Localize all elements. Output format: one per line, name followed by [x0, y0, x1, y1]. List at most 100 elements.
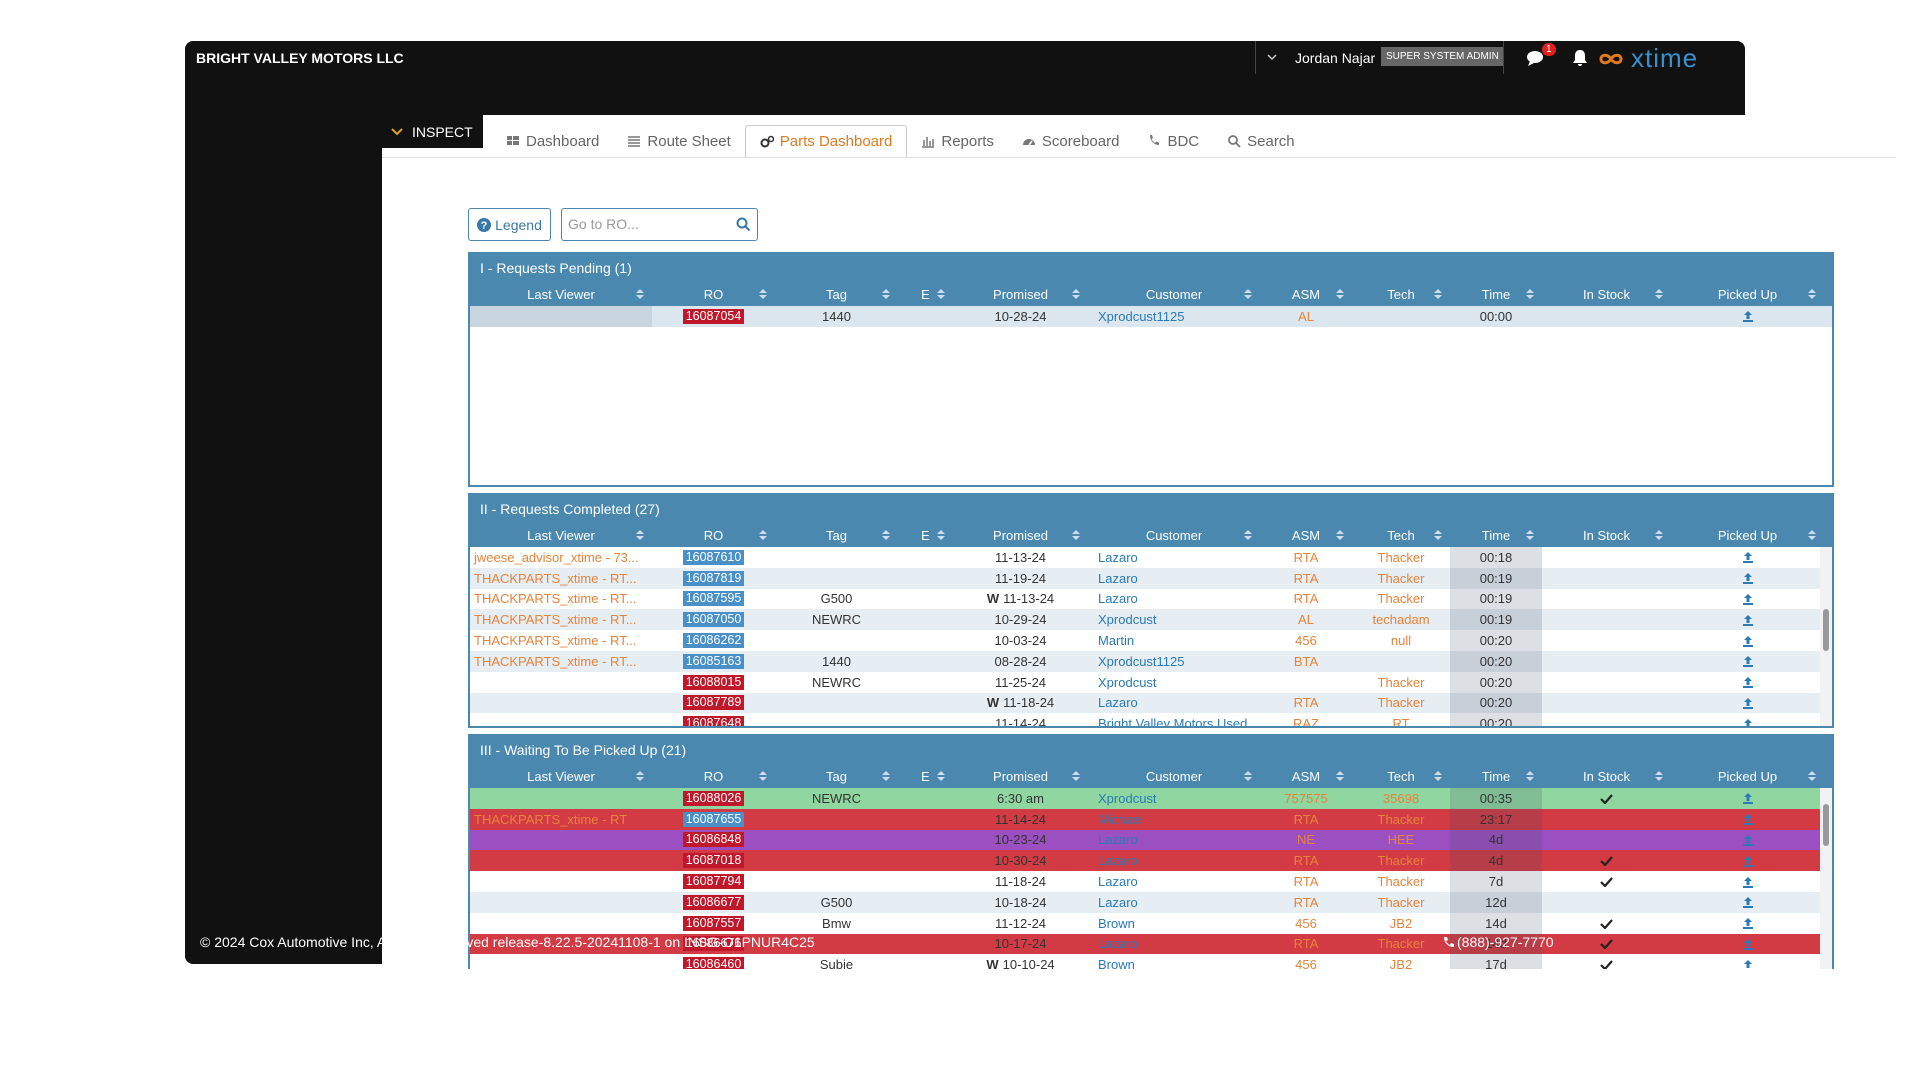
ro-badge[interactable]: 16087819 — [682, 570, 745, 586]
customer[interactable]: Bright Valley Motors Used — [1098, 716, 1248, 728]
column-header[interactable]: In Stock — [1542, 523, 1671, 547]
table-row[interactable]: 16087054 1440 10-28-24 Xprodcust1125 AL 00:00 — [470, 306, 1832, 327]
table-row[interactable]: 16088026 NEWRC 6:30 am Xprodcust 757575 35698… — [470, 788, 1832, 809]
customer[interactable]: Michael — [1098, 811, 1143, 827]
column-header[interactable]: Picked Up — [1671, 523, 1824, 547]
nav-tab[interactable]: Route Sheet — [613, 125, 744, 157]
ro-badge[interactable]: 16086848 — [682, 832, 745, 848]
table-row[interactable]: THACKPARTS_xtime - RT... 16087819 11-19-24… — [470, 567, 1832, 589]
pickup-icon[interactable] — [1742, 593, 1754, 605]
nav-tab[interactable]: Dashboard — [492, 125, 613, 157]
user-dropdown[interactable] — [1267, 53, 1277, 61]
inspect-menu[interactable]: INSPECT — [382, 115, 483, 148]
column-header[interactable]: E — [898, 523, 953, 547]
column-header[interactable]: ASM — [1260, 282, 1352, 306]
customer[interactable]: Lazaro — [1098, 853, 1138, 869]
search-icon[interactable] — [736, 217, 751, 232]
pickup-icon[interactable] — [1742, 697, 1754, 709]
ro-badge[interactable]: 16087054 — [682, 308, 745, 324]
nav-tab[interactable]: Scoreboard — [1008, 125, 1134, 157]
table-row[interactable]: 16087648 11-14-24 Bright Valley Motors Use… — [470, 713, 1832, 728]
pickup-icon[interactable] — [1742, 676, 1754, 689]
pickup-icon[interactable] — [1742, 792, 1754, 805]
pickup-icon[interactable] — [1742, 718, 1754, 728]
customer[interactable]: Xprodcust — [1098, 790, 1157, 806]
scrollbar[interactable] — [1820, 547, 1832, 726]
support-phone[interactable]: (888)-927-7770 — [1442, 934, 1554, 950]
pickup-icon[interactable] — [1742, 813, 1754, 826]
ro-badge[interactable]: 16086676 — [682, 936, 745, 952]
customer[interactable]: Lazaro — [1098, 591, 1138, 607]
table-row[interactable]: 16087018 10-30-24 Lazaro RTA Thacker 4d — [470, 850, 1832, 872]
column-header[interactable]: Last Viewer — [470, 282, 652, 306]
pickup-icon[interactable] — [1742, 855, 1754, 867]
customer[interactable]: Martin — [1098, 633, 1135, 649]
ro-badge[interactable]: 16088026 — [682, 790, 745, 806]
table-row[interactable]: 16086677 G500 10-18-24 Lazaro RTA Thacker 12d — [470, 891, 1832, 913]
table-row[interactable]: THACKPARTS_xtime - RT... 16087595 G500 W 11-… — [470, 588, 1832, 610]
column-header[interactable]: RO — [652, 523, 775, 547]
column-header[interactable]: Tech — [1352, 523, 1450, 547]
customer[interactable]: Lazaro — [1098, 874, 1138, 890]
column-header[interactable]: Last Viewer — [470, 764, 652, 788]
table-row[interactable]: THACKPARTS_xtime - RT... 16087050 NEWRC 10-… — [470, 609, 1832, 631]
table-row[interactable]: 16087789 W 11-18-24 Lazaro RTA Thacker 00:20 — [470, 692, 1832, 714]
column-header[interactable]: Tech — [1352, 764, 1450, 788]
legend-button[interactable]: ? Legend — [468, 208, 551, 241]
pickup-icon[interactable] — [1742, 959, 1754, 969]
ro-badge[interactable]: 16087050 — [682, 612, 745, 628]
user-name[interactable]: Jordan Najar — [1295, 50, 1376, 66]
pickup-icon[interactable] — [1742, 614, 1754, 626]
customer[interactable]: Lazaro — [1098, 695, 1138, 711]
table-row[interactable]: THACKPARTS_xtime - RT... 16085163 1440 08-2… — [470, 650, 1832, 672]
pickup-icon[interactable] — [1742, 310, 1754, 323]
column-header[interactable]: Customer — [1088, 282, 1260, 306]
customer[interactable]: Brown — [1098, 915, 1135, 931]
scroll-thumb[interactable] — [1823, 609, 1829, 651]
column-header[interactable]: ASM — [1260, 523, 1352, 547]
nav-tab[interactable]: BDC — [1133, 125, 1213, 157]
column-header[interactable]: Customer — [1088, 523, 1260, 547]
table-row[interactable]: THACKPARTS_xtime - RT 16087655 11-14-24 Mic… — [470, 808, 1832, 830]
column-header[interactable]: Promised — [953, 523, 1088, 547]
customer[interactable]: Lazaro — [1098, 936, 1138, 952]
pickup-icon[interactable] — [1742, 551, 1754, 564]
column-header[interactable]: Customer — [1088, 764, 1260, 788]
column-header[interactable]: Promised — [953, 764, 1088, 788]
ro-badge[interactable]: 16087557 — [682, 915, 745, 931]
ro-badge[interactable]: 16087018 — [682, 853, 745, 869]
column-header[interactable]: In Stock — [1542, 764, 1671, 788]
table-row[interactable]: 16086676 10-17-24 Lazaro RTA Thacker 14d — [470, 933, 1832, 955]
column-header[interactable]: Time — [1450, 282, 1542, 306]
ro-badge[interactable]: 16086677 — [682, 894, 745, 910]
pickup-icon[interactable] — [1742, 572, 1754, 585]
pickup-icon[interactable] — [1742, 876, 1754, 888]
table-row[interactable]: 16086460 Subie W 10-10-24 Brown 456 JB2 17d — [470, 954, 1832, 969]
table-row[interactable]: THACKPARTS_xtime - RT... 16086262 10-03-24… — [470, 630, 1832, 651]
column-header[interactable]: RO — [652, 282, 775, 306]
column-header[interactable]: Last Viewer — [470, 523, 652, 547]
column-header[interactable]: E — [898, 282, 953, 306]
column-header[interactable]: Tech — [1352, 282, 1450, 306]
table-row[interactable]: 16088015 NEWRC 11-25-24 Xprodcust Thacker 00:… — [470, 671, 1832, 693]
table-row[interactable]: 16087794 11-18-24 Lazaro RTA Thacker 7d — [470, 871, 1832, 892]
pickup-icon[interactable] — [1742, 896, 1754, 909]
customer[interactable]: Xprodcust1125 — [1098, 653, 1185, 669]
pickup-icon[interactable] — [1742, 917, 1754, 930]
column-header[interactable]: Picked Up — [1671, 764, 1824, 788]
customer[interactable]: Lazaro — [1098, 894, 1138, 910]
ro-badge[interactable]: 16087595 — [682, 591, 745, 607]
column-header[interactable]: Tag — [775, 282, 898, 306]
nav-tab[interactable]: Reports — [907, 125, 1008, 157]
nav-tab[interactable]: Search — [1213, 125, 1309, 157]
column-header[interactable]: Picked Up — [1671, 282, 1824, 306]
column-header[interactable]: Tag — [775, 764, 898, 788]
customer[interactable]: Lazaro — [1098, 570, 1138, 586]
chat-icon[interactable] — [1526, 50, 1548, 67]
column-header[interactable]: In Stock — [1542, 282, 1671, 306]
column-header[interactable]: E — [898, 764, 953, 788]
ro-badge[interactable]: 16086262 — [682, 633, 745, 649]
pickup-icon[interactable] — [1742, 635, 1754, 647]
ro-badge[interactable]: 16087610 — [682, 549, 745, 565]
scrollbar[interactable] — [1820, 788, 1832, 969]
